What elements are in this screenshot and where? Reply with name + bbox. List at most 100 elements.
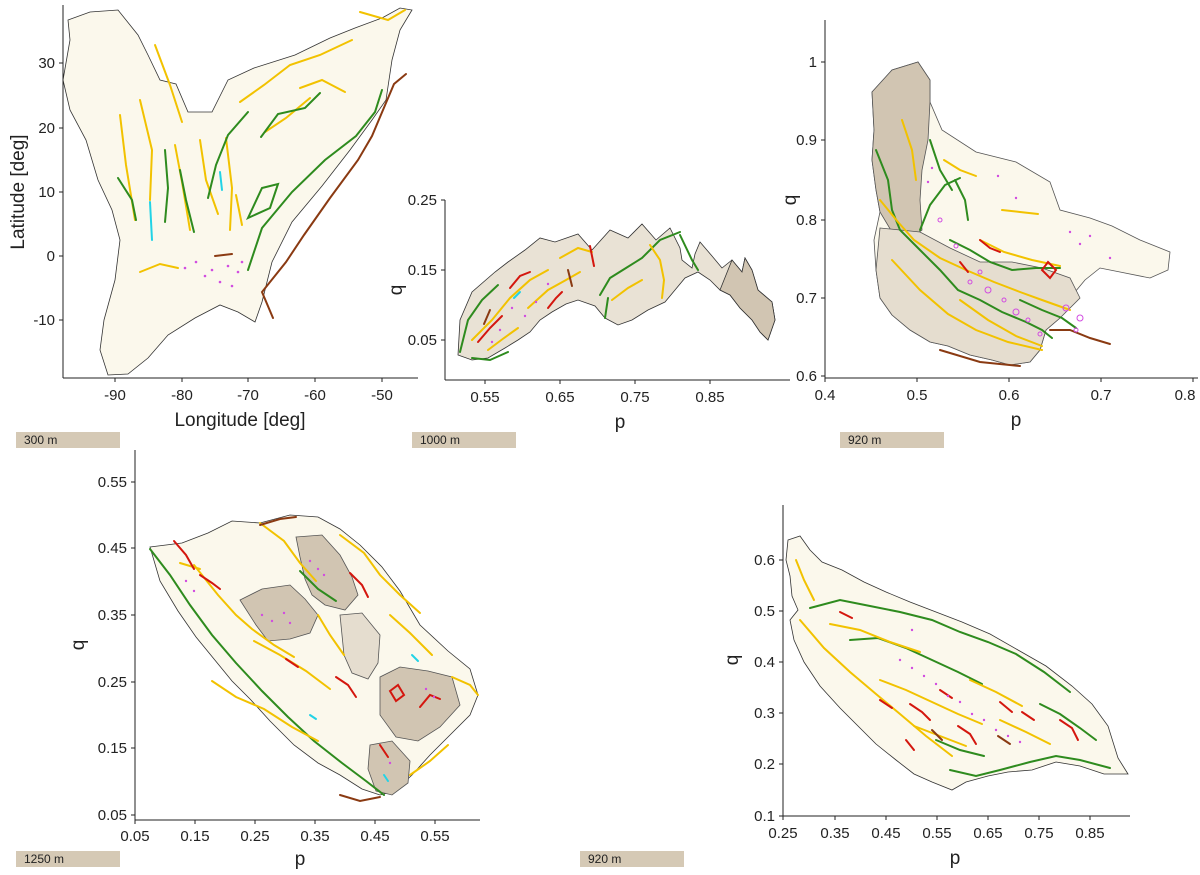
y-tick-label: 30	[38, 55, 55, 72]
scale-bar-c: 920 m	[840, 432, 944, 448]
point-markers	[490, 282, 550, 344]
y-tick-label: 10	[38, 184, 55, 201]
y-tick-label: 20	[38, 120, 55, 137]
y-tick-label: 0.9	[796, 132, 817, 149]
y-tick-label: 0.1	[754, 808, 775, 825]
y-tick-label: 0.8	[796, 212, 817, 229]
x-tick-label: 0.55	[420, 828, 449, 845]
y-tick-label: 0.25	[98, 674, 127, 691]
y-axis-label: q	[386, 285, 407, 296]
x-tick-label: 0.85	[1075, 825, 1104, 842]
y-tick-label: 0.35	[98, 607, 127, 624]
x-axis-label: Longitude [deg]	[174, 410, 305, 431]
region-block	[875, 227, 1081, 366]
y-tick-label: 0.6	[796, 368, 817, 385]
x-tick-label: 0.8	[1175, 387, 1196, 404]
x-tick-label: -50	[371, 387, 393, 404]
region-block	[239, 584, 319, 642]
x-tick-label: 0.4	[815, 387, 836, 404]
x-tick-label: 0.45	[360, 828, 389, 845]
axis-frame	[779, 505, 1130, 820]
x-tick-label: 0.15	[180, 828, 209, 845]
contour-lines	[149, 516, 479, 803]
region-block	[719, 256, 776, 341]
y-axis-label: q	[780, 195, 801, 206]
x-tick-label: -60	[304, 387, 326, 404]
map-plot-b: 0.25 0.15 0.05 0.55 0.65 0.75 0.85 p q	[386, 192, 790, 433]
y-tick-label: 0.15	[408, 262, 437, 279]
y-tick-label: 0.25	[408, 192, 437, 209]
point-markers	[183, 260, 244, 288]
y-tick-label: -10	[33, 312, 55, 329]
region-block	[871, 61, 931, 241]
map-plot-a: 30 20 10 0 -10 -90 -80 -70 -60 -50 Longi…	[8, 5, 418, 431]
y-tick-label: 0.15	[98, 740, 127, 757]
land-mass	[785, 535, 1129, 791]
map-plot-d: 0.55 0.45 0.35 0.25 0.15 0.05 0.05 0.15 …	[68, 450, 480, 870]
contour-lines	[459, 231, 699, 362]
contour-lines	[117, 9, 407, 319]
y-tick-label: 0.45	[98, 540, 127, 557]
y-tick-label: 0.05	[408, 332, 437, 349]
x-tick-label: 0.75	[620, 389, 649, 406]
x-tick-label: 0.55	[470, 389, 499, 406]
x-tick-label: 0.65	[973, 825, 1002, 842]
map-panel-a: 30 20 10 0 -10 -90 -80 -70 -60 -50 Longi…	[0, 0, 420, 440]
point-markers	[937, 217, 1084, 337]
axis-frame	[59, 5, 418, 382]
y-tick-label: 0.05	[98, 807, 127, 824]
x-axis-label: p	[950, 848, 961, 869]
axis-frame	[131, 450, 480, 824]
region-block	[367, 740, 411, 796]
land-mass	[62, 7, 413, 376]
x-tick-label: 0.25	[768, 825, 797, 842]
y-tick-label: 0.6	[754, 552, 775, 569]
scale-bar-e: 920 m	[580, 851, 684, 867]
x-tick-label: 0.6	[999, 387, 1020, 404]
point-markers	[184, 559, 436, 765]
y-tick-label: 0.3	[754, 705, 775, 722]
y-axis-label: Latitude [deg]	[8, 134, 29, 249]
x-tick-label: 0.05	[120, 828, 149, 845]
x-tick-label: 0.65	[545, 389, 574, 406]
x-tick-label: 0.25	[240, 828, 269, 845]
y-tick-label: 0.5	[754, 603, 775, 620]
axis-frame	[821, 20, 1198, 382]
scale-bar-d: 1250 m	[16, 851, 120, 867]
axis-frame	[441, 199, 790, 384]
x-tick-label: 0.35	[820, 825, 849, 842]
y-axis-label: q	[68, 640, 89, 651]
contour-lines	[875, 119, 1111, 367]
x-tick-label: -80	[171, 387, 193, 404]
x-tick-label: 0.45	[871, 825, 900, 842]
y-tick-label: 1	[809, 54, 817, 71]
scale-bar-b: 1000 m	[412, 432, 516, 448]
y-tick-label: 0.55	[98, 474, 127, 491]
x-axis-label: p	[1011, 410, 1022, 431]
x-tick-label: -90	[104, 387, 126, 404]
y-tick-label: 0.4	[754, 654, 775, 671]
x-tick-label: 0.85	[695, 389, 724, 406]
contour-lines	[795, 559, 1111, 778]
x-tick-label: 0.55	[922, 825, 951, 842]
y-axis-label: q	[722, 655, 743, 666]
y-tick-label: 0	[47, 248, 55, 265]
map-plot-c: 1 0.9 0.8 0.7 0.6 0.4 0.5 0.6 0.7 0.8 p …	[780, 20, 1198, 431]
y-tick-label: 0.2	[754, 756, 775, 773]
x-tick-label: -70	[237, 387, 259, 404]
scale-bar-a: 300 m	[16, 432, 120, 448]
map-panel-c: 1 0.9 0.8 0.7 0.6 0.4 0.5 0.6 0.7 0.8 p …	[780, 0, 1200, 440]
x-tick-label: 0.75	[1024, 825, 1053, 842]
y-tick-label: 0.7	[796, 290, 817, 307]
region-block	[379, 666, 461, 742]
region-block	[339, 612, 381, 680]
point-markers	[926, 166, 1112, 260]
map-panel-b: 0.25 0.15 0.05 0.55 0.65 0.75 0.85 p q	[380, 180, 800, 440]
x-tick-label: 0.5	[907, 387, 928, 404]
map-panel-e: 0.6 0.5 0.4 0.3 0.2 0.1 0.25 0.35 0.45 0…	[700, 500, 1180, 875]
map-plot-e: 0.6 0.5 0.4 0.3 0.2 0.1 0.25 0.35 0.45 0…	[722, 505, 1130, 869]
x-axis-label: p	[295, 849, 306, 870]
x-axis-label: p	[615, 412, 626, 433]
x-tick-label: 0.35	[300, 828, 329, 845]
point-markers	[898, 628, 1022, 744]
